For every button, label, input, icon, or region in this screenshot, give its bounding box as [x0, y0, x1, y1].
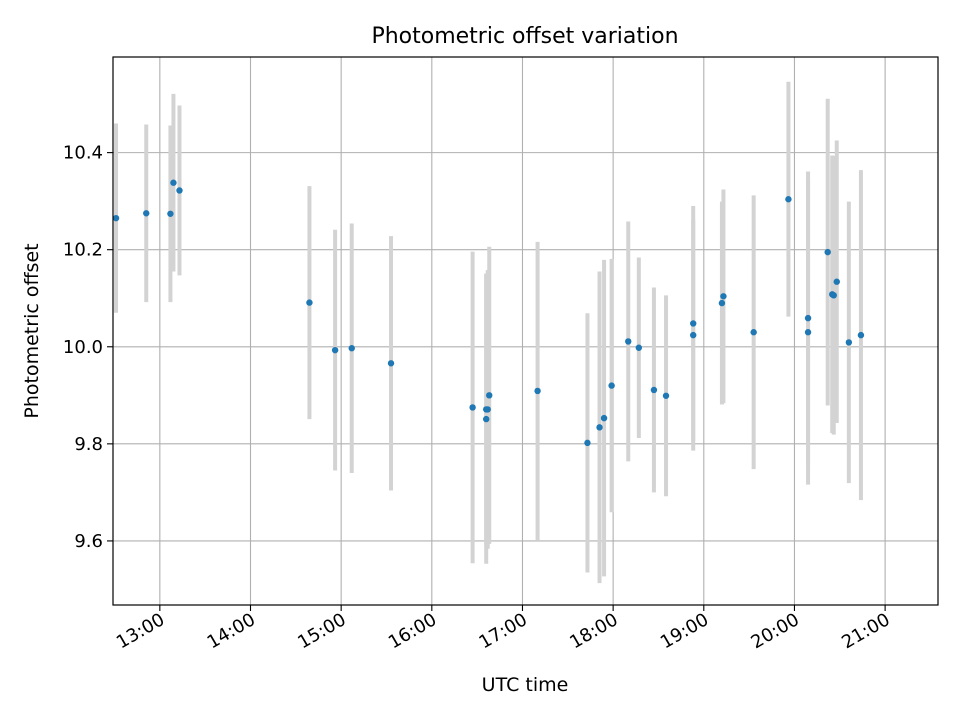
data-point: [387, 360, 395, 367]
data-point: [331, 346, 339, 354]
y-axis-ticks: 9.6 9.8 10.0 10.2 10.4: [63, 143, 113, 552]
x-axis-label: UTC time: [482, 674, 569, 696]
data-point: [690, 320, 697, 327]
data-point: [690, 331, 697, 339]
data-point: [635, 344, 643, 351]
data-point: [804, 329, 812, 336]
data-point: [167, 210, 174, 217]
data-point: [718, 299, 726, 307]
data-point: [720, 293, 727, 300]
chart-title: Photometric offset variation: [371, 24, 678, 49]
data-point: [483, 415, 490, 423]
data-points: [112, 179, 865, 447]
x-tick-label: 15:00: [294, 609, 349, 653]
data-point: [750, 329, 757, 336]
data-point: [534, 387, 541, 395]
data-point: [348, 345, 355, 352]
data-point: [600, 414, 608, 422]
x-axis-ticks: 13:00 14:00 15:00 16:00 17:00 18:00 19:00 20:00…: [113, 605, 894, 653]
data-point: [112, 214, 120, 222]
y-tick-label: 9.8: [74, 434, 103, 455]
data-point: [469, 404, 476, 411]
data-point: [486, 392, 493, 399]
x-tick-label: 13:00: [113, 609, 168, 653]
x-tick-label: 20:00: [748, 609, 803, 653]
data-point: [306, 299, 313, 306]
y-tick-label: 9.6: [74, 531, 103, 552]
error-bars: [114, 81, 863, 584]
x-tick-label: 19:00: [657, 609, 712, 653]
data-point: [804, 314, 812, 322]
data-point: [170, 179, 177, 186]
data-point: [596, 424, 603, 431]
data-point: [845, 339, 853, 346]
x-tick-label: 21:00: [838, 609, 893, 653]
y-tick-label: 10.0: [63, 337, 103, 358]
y-tick-label: 10.2: [63, 240, 103, 261]
data-point: [625, 338, 632, 345]
data-point: [650, 386, 658, 394]
x-tick-label: 18:00: [566, 609, 621, 653]
plot-frame: [112, 56, 939, 606]
data-point: [824, 248, 831, 256]
data-point: [608, 382, 615, 389]
y-axis-label: Photometric offset: [21, 243, 43, 418]
data-point: [830, 292, 837, 299]
x-tick-label: 17:00: [476, 609, 531, 653]
data-point: [833, 278, 840, 285]
data-point: [484, 406, 491, 413]
data-point: [143, 210, 150, 217]
data-point: [662, 392, 670, 399]
x-tick-label: 14:00: [204, 609, 259, 653]
data-point: [176, 187, 183, 194]
data-point: [584, 439, 591, 447]
x-tick-label: 16:00: [385, 609, 440, 653]
data-point: [857, 331, 865, 339]
grid: [113, 57, 938, 605]
y-tick-label: 10.4: [63, 143, 103, 164]
data-point: [785, 196, 792, 203]
